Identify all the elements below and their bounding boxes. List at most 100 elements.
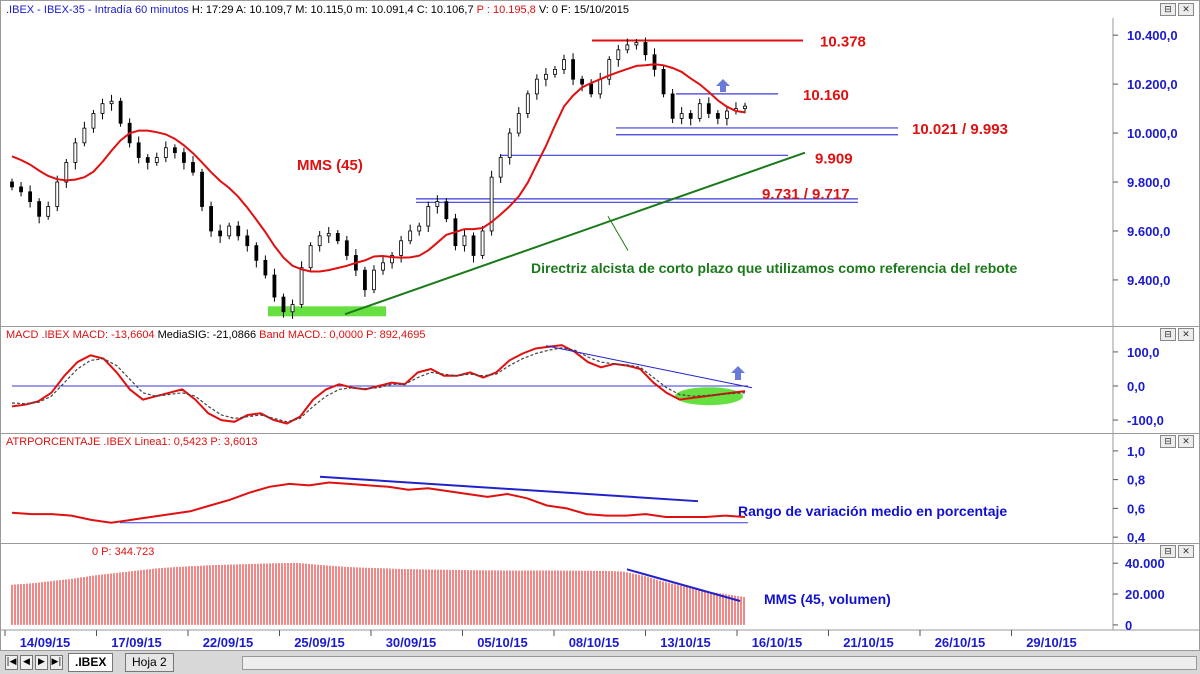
candle <box>91 110 96 133</box>
candle <box>145 154 150 170</box>
volume-tick-label: 0 <box>1125 618 1132 633</box>
price-tick-label: 10.400,0 <box>1127 28 1178 43</box>
candle <box>317 230 322 252</box>
candle <box>706 97 711 119</box>
atr-minimize-button[interactable]: ⊟ <box>1160 435 1176 448</box>
prev-sheet-button[interactable]: ◀ <box>20 655 33 670</box>
candle <box>154 152 159 166</box>
candle <box>507 128 512 165</box>
atr-value: ATRPORCENTAJE .IBEX Linea1: 0,5423 P: 3,… <box>6 436 258 448</box>
trendline-callout <box>607 216 629 251</box>
x-tick-label: 17/09/15 <box>111 635 162 650</box>
candle <box>408 224 413 245</box>
candle <box>182 147 186 170</box>
volume-annotation: MMS (45, volumen) <box>764 591 891 607</box>
candle <box>553 65 557 78</box>
candle <box>616 44 621 67</box>
candle <box>73 137 78 170</box>
candle <box>462 229 467 252</box>
macd-divergence-line <box>545 345 753 389</box>
candle <box>489 170 494 236</box>
mma-label: MMS (45) <box>297 157 363 174</box>
level-label: 10.160 <box>803 87 849 104</box>
price-tick-label: 9.400,0 <box>1127 273 1170 288</box>
candle <box>64 159 69 188</box>
level-label: 9.909 <box>815 150 853 167</box>
candle <box>209 201 213 237</box>
candle <box>625 38 630 54</box>
candle <box>688 110 693 126</box>
candle <box>290 299 295 319</box>
candle <box>136 136 141 164</box>
level-label: 10.378 <box>820 34 866 51</box>
candle <box>534 74 539 100</box>
candle <box>82 121 87 147</box>
candle <box>652 48 657 77</box>
price-tick-label: 10.200,0 <box>1127 77 1178 92</box>
candle <box>516 107 521 137</box>
candle <box>118 97 123 127</box>
atr-tick-label: 0,8 <box>1127 473 1145 488</box>
level-label: 9.731 / 9.717 <box>762 186 850 203</box>
candle <box>344 235 349 261</box>
atr-resistance-line <box>319 475 699 503</box>
price-tick-label: 10.000,0 <box>1127 126 1178 141</box>
tab-ibex[interactable]: .IBEX <box>68 653 114 672</box>
price-close-button[interactable]: ✕ <box>1178 3 1194 16</box>
macd-close-button[interactable]: ✕ <box>1178 328 1194 341</box>
x-tick-label: 14/09/15 <box>20 635 71 650</box>
ohlc-readout: H: 17:29 A: 10.109,7 M: 10.115,0 m: 10.0… <box>191 4 477 16</box>
candle <box>200 168 204 212</box>
x-tick-label: 26/10/15 <box>935 635 986 650</box>
trendline-label: Directriz alcista de corto plazo que uti… <box>531 260 1017 276</box>
atr-close-button[interactable]: ✕ <box>1178 435 1194 448</box>
candle <box>381 256 385 275</box>
candle <box>444 198 449 223</box>
macd-tick-label: 0,0 <box>1127 379 1145 394</box>
volume-close-button[interactable]: ✕ <box>1178 545 1194 558</box>
last-sheet-button[interactable]: ▶| <box>50 655 63 670</box>
candle <box>498 154 503 183</box>
candle <box>471 232 476 263</box>
candle <box>598 72 603 99</box>
macd-header: MACD .IBEX MACD: -13,6604 MediaSIG: -21,… <box>6 329 425 341</box>
candle <box>643 37 648 61</box>
macd-tick-label: -100,0 <box>1127 413 1164 428</box>
volume-minimize-button[interactable]: ⊟ <box>1160 545 1176 558</box>
candle <box>715 110 720 125</box>
candle <box>109 94 114 111</box>
candle <box>227 222 232 240</box>
candle <box>562 54 566 75</box>
macd-minimize-button[interactable]: ⊟ <box>1160 328 1176 341</box>
candle <box>37 198 42 224</box>
candle <box>263 255 268 279</box>
volume-value: 0 P: 344.723 <box>92 546 155 558</box>
x-tick-label: 05/10/15 <box>477 635 528 650</box>
price-tick-label: 9.600,0 <box>1127 224 1170 239</box>
x-tick-label: 08/10/15 <box>569 635 620 650</box>
candle <box>19 182 23 197</box>
candle <box>571 53 575 86</box>
candle <box>281 293 286 318</box>
sheet-tab-bar: |◀ ◀ ▶ ▶| .IBEX Hoja 2 <box>0 650 1200 674</box>
candle <box>326 227 331 243</box>
atr-header: ATRPORCENTAJE .IBEX Linea1: 0,5423 P: 3,… <box>6 436 258 448</box>
tab-hoja-2[interactable]: Hoja 2 <box>125 653 174 672</box>
x-tick-label: 21/10/15 <box>843 635 894 650</box>
candle <box>218 224 223 243</box>
candle <box>426 201 431 232</box>
candle <box>163 141 168 163</box>
horizontal-scrollbar[interactable] <box>242 656 1197 670</box>
macd-up-arrow-icon <box>731 366 745 380</box>
price-minimize-button[interactable]: ⊟ <box>1160 3 1176 16</box>
x-tick-label: 29/10/15 <box>1026 635 1077 650</box>
macd-signal-line <box>11 347 746 423</box>
candle <box>172 144 177 159</box>
candle <box>308 242 313 273</box>
first-sheet-button[interactable]: |◀ <box>5 655 18 670</box>
macd-band-value: Band MACD.: 0,0000 P: 892,4695 <box>256 329 426 341</box>
candle <box>670 88 675 124</box>
macd-value: MACD .IBEX MACD: -13,6604 <box>6 329 158 341</box>
volume-tick-label: 20.000 <box>1125 587 1165 602</box>
next-sheet-button[interactable]: ▶ <box>35 655 48 670</box>
